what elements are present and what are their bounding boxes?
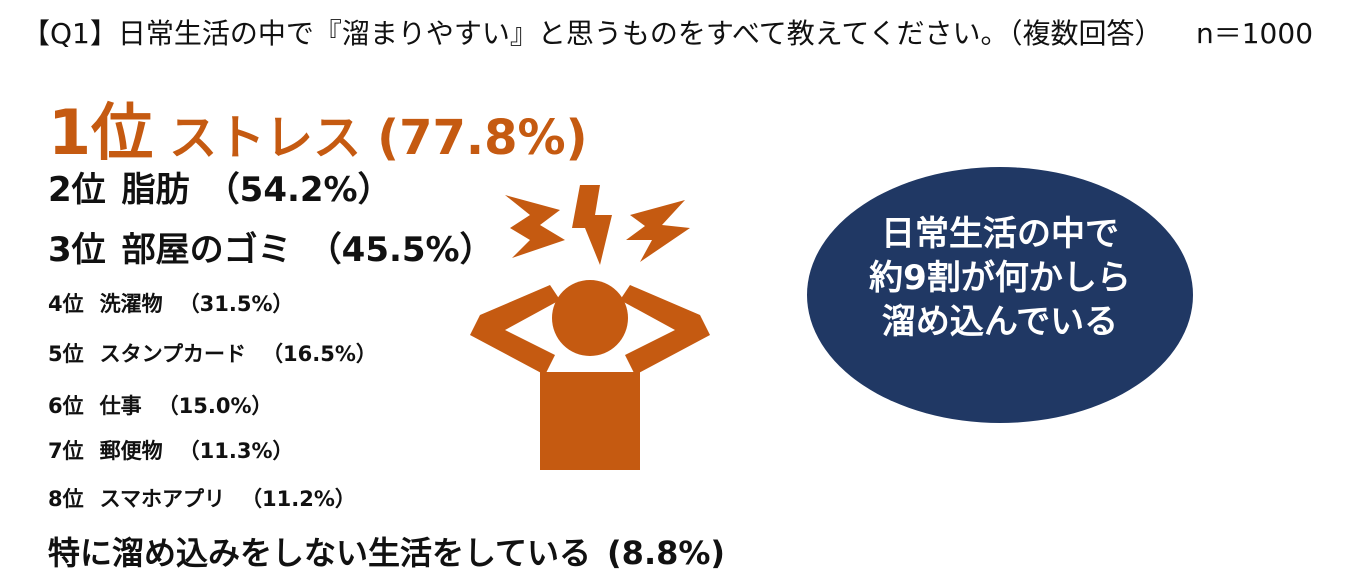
rank: 2位 [48,170,106,210]
torso [540,372,640,470]
rank: 1位 [48,96,154,169]
rank-row: 1位 ストレス (77.8%) [48,82,604,172]
item: 郵便物 [99,439,163,463]
bolt [505,195,565,258]
share: （54.2%） [205,170,392,210]
share: （45.5%） [307,230,494,270]
rank: 7位 [48,439,84,463]
item: ストレス [169,110,362,166]
rank-row: 5位 スタンプカード （16.5%） [48,338,393,368]
rank-row: 7位 郵便物 （11.3%） [48,435,309,465]
no-storage-row: 特に溜め込みをしない生活をしている (8.8%) [48,528,741,574]
rank-row: 4位 洗濯物 （31.5%） [48,288,309,318]
bolt [626,200,690,262]
sample-size: n＝1000 [1196,17,1314,50]
share: (77.8%) [377,110,588,166]
callout-line: 約9割が何かしら [869,258,1131,298]
item: 仕事 [99,394,142,418]
stress-icon [470,185,710,470]
item: スマホアプリ [99,487,225,511]
rank: 4位 [48,292,84,316]
rank: 5位 [48,342,84,366]
right-arm [620,285,710,375]
share: （11.2%） [241,487,356,511]
item: 特に溜め込みをしない生活をしている [48,534,592,572]
callout-line: 日常生活の中で [881,214,1119,254]
rank-row: 3位 部屋のゴミ （45.5%） [48,222,510,271]
share: （31.5%） [178,292,294,316]
rank: 6位 [48,394,84,418]
callout-ellipse [807,167,1193,423]
left-arm [470,285,560,375]
bolt [572,185,612,265]
share: (8.8%) [607,534,726,572]
rank-row: 2位 脂肪 （54.2%） [48,162,408,211]
rank-row: 6位 仕事 （15.0%） [48,390,288,420]
share: （11.3%） [178,439,294,463]
rank-row: 8位 スマホアプリ （11.2%） [48,483,372,513]
title: 【Q1】日常生活の中で『溜まりやすい』と思うものをすべて教えてください。（複数回… [22,17,1163,50]
head [552,280,628,356]
item: 洗濯物 [99,292,163,316]
callout-text: 日常生活の中で 約9割が何かしら 溜め込んでいる [860,212,1140,344]
rank: 3位 [48,230,106,270]
item: 部屋のゴミ [121,230,292,270]
item: スタンプカード [99,342,246,366]
callout-line: 溜め込んでいる [881,302,1119,342]
share: （15.0%） [157,394,273,418]
item: 脂肪 [121,170,190,210]
rank: 8位 [48,487,84,511]
share: （16.5%） [262,342,377,366]
